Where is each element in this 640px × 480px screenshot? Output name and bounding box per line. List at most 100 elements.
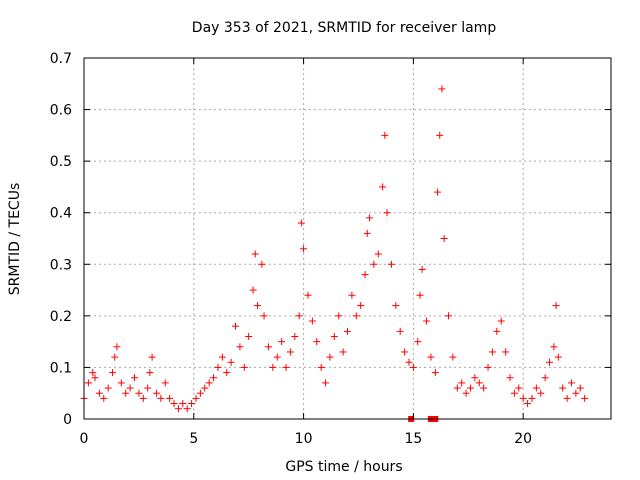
data-point [471, 374, 479, 382]
data-point [122, 389, 130, 397]
data-point [365, 214, 373, 222]
data-point [264, 343, 272, 351]
data-point [91, 374, 99, 382]
data-point [392, 302, 400, 310]
grid-lines [84, 58, 611, 419]
y-tick-label: 0.7 [50, 51, 72, 67]
data-point [192, 394, 200, 402]
data-point [258, 260, 266, 268]
data-point [236, 343, 244, 351]
data-point [352, 312, 360, 320]
data-point [445, 312, 453, 320]
data-point [245, 332, 253, 340]
data-point [506, 374, 514, 382]
data-point [423, 317, 431, 325]
y-tick-label: 0.3 [50, 257, 72, 273]
data-point [251, 250, 259, 258]
data-point [552, 302, 560, 310]
data-point [144, 384, 152, 392]
y-tick-label: 0.1 [50, 360, 72, 376]
data-point [214, 363, 222, 371]
data-point [326, 353, 334, 361]
data-point [434, 188, 442, 196]
data-point [148, 353, 156, 361]
data-point [249, 286, 257, 294]
data-point [223, 369, 231, 377]
data-point [409, 363, 417, 371]
data-point [361, 271, 369, 279]
data-point [466, 384, 474, 392]
data-point [308, 317, 316, 325]
data-point [427, 353, 435, 361]
data-point [488, 348, 496, 356]
data-point [278, 338, 286, 346]
data-point [370, 260, 378, 268]
data-point [286, 348, 294, 356]
data-point [387, 260, 395, 268]
data-point [232, 322, 240, 330]
data-point [576, 384, 584, 392]
data-point [528, 394, 536, 402]
data-point [537, 389, 545, 397]
data-point [126, 384, 134, 392]
x-tick-label: 0 [80, 431, 89, 447]
x-tick-label: 5 [189, 431, 198, 447]
data-point [240, 363, 248, 371]
data-point [401, 348, 409, 356]
data-point [344, 327, 351, 335]
data-point [458, 379, 466, 387]
data-point [291, 332, 299, 340]
x-tick-label: 15 [404, 431, 422, 447]
data-point [183, 405, 191, 413]
data-point [295, 312, 303, 320]
data-point [100, 394, 108, 402]
data-point [166, 394, 174, 402]
data-point [157, 394, 165, 402]
data-point [139, 394, 147, 402]
data-point [260, 312, 268, 320]
data-point [484, 363, 492, 371]
x-tick-label: 20 [514, 431, 532, 447]
data-point [117, 379, 125, 387]
plot-frame [83, 57, 612, 420]
data-point [462, 389, 470, 397]
data-point [146, 369, 154, 377]
data-point [170, 400, 178, 408]
data-point [339, 348, 347, 356]
data-point [196, 389, 204, 397]
data-point [109, 369, 117, 377]
data-point [227, 358, 235, 366]
data-point [188, 400, 196, 408]
data-point [174, 405, 182, 413]
data-point [418, 265, 426, 273]
data-point [379, 183, 387, 191]
data-point [563, 394, 571, 402]
data-point [300, 245, 308, 253]
data-point [581, 394, 589, 402]
data-point [95, 389, 103, 397]
data-point [348, 291, 356, 299]
data-point [559, 384, 567, 392]
data-point [131, 374, 139, 382]
data-point [453, 384, 461, 392]
data-point [416, 291, 424, 299]
data-point [383, 209, 391, 217]
axis-ticks: 0 0.1 0.2 0.3 0.4 0.5 0.6 0.7 0 5 10 15 20 [50, 51, 611, 447]
data-point [480, 384, 488, 392]
data-point [205, 379, 213, 387]
data-point [313, 338, 321, 346]
y-tick-label: 0.2 [50, 309, 72, 325]
data-point [436, 131, 444, 139]
data-point [510, 389, 518, 397]
data-point [84, 379, 92, 387]
data-point [440, 235, 448, 242]
y-tick-label: 0.6 [50, 103, 72, 119]
data-point [113, 343, 121, 351]
data-point [357, 302, 365, 310]
data-point [317, 363, 325, 371]
data-point [381, 131, 389, 139]
data-point [111, 353, 119, 361]
x-axis-label: GPS time / hours [285, 459, 402, 475]
